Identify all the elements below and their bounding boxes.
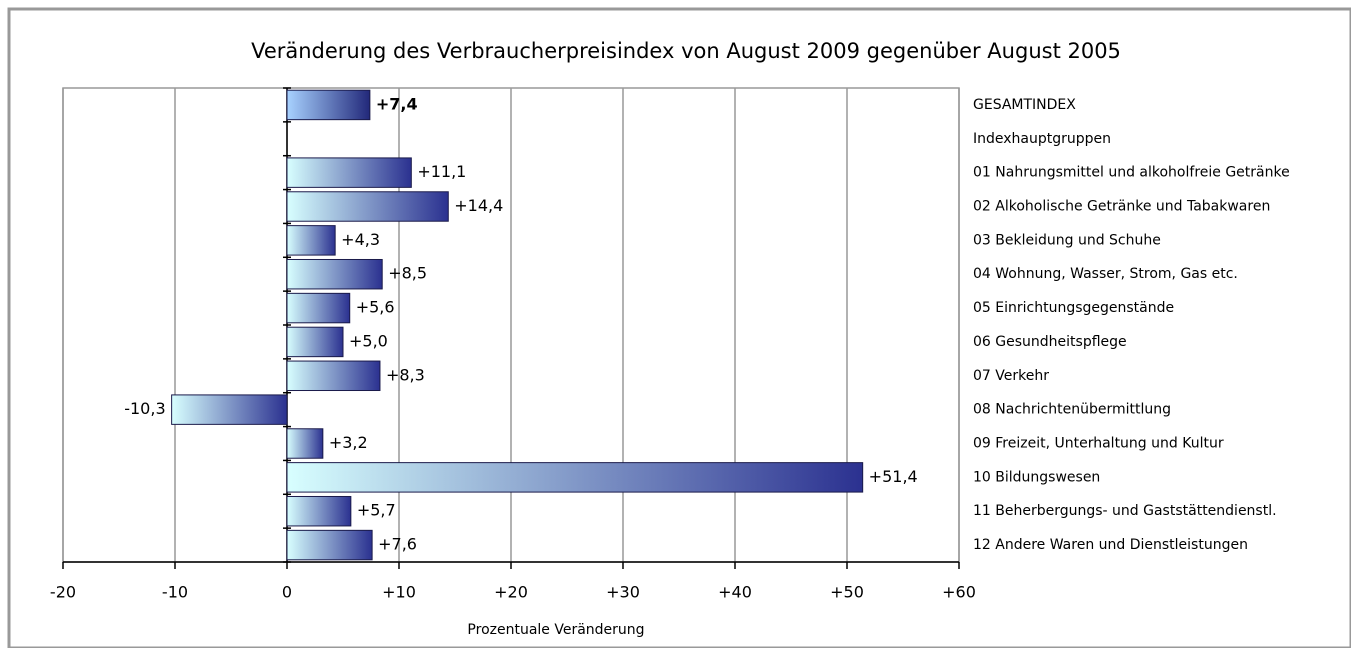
x-tick-label: +60 (942, 583, 976, 602)
x-tick-label: +20 (494, 583, 528, 602)
x-tick-label: +10 (382, 583, 416, 602)
chart-title: Veränderung des Verbraucherpreisindex vo… (251, 39, 1121, 63)
category-label: 04 Wohnung, Wasser, Strom, Gas etc. (973, 266, 1238, 282)
data-label: +5,0 (349, 331, 388, 350)
data-label: +14,4 (454, 196, 503, 215)
data-label: -10,3 (124, 399, 165, 418)
data-label: +5,6 (356, 298, 395, 317)
bar (171, 394, 288, 425)
category-label: Indexhauptgruppen (973, 131, 1111, 147)
bar (286, 326, 344, 358)
x-tick-label: 0 (282, 583, 292, 602)
data-label: +11,1 (417, 162, 466, 181)
bar (286, 89, 371, 121)
bar (286, 191, 449, 222)
category-label: GESAMTINDEX (973, 97, 1076, 113)
bar (286, 529, 373, 561)
category-label: 07 Verkehr (973, 368, 1049, 384)
x-tick-label: +50 (830, 583, 864, 602)
category-label: 09 Freizeit, Unterhaltung und Kultur (973, 436, 1224, 452)
bar (286, 292, 351, 324)
category-label: 12 Andere Waren und Dienstleistungen (973, 537, 1248, 553)
x-tick-label: -10 (162, 583, 188, 602)
bar (286, 157, 412, 188)
x-axis-label: Prozentuale Veränderung (467, 622, 644, 638)
bar (286, 495, 352, 527)
bar (286, 225, 336, 256)
x-tick-label: +40 (718, 583, 752, 602)
bar (286, 428, 324, 459)
frame (7, 7, 1351, 648)
category-label: 11 Beherbergungs- und Gaststättendienstl… (973, 503, 1277, 519)
category-label: 03 Bekleidung und Schuhe (973, 232, 1161, 248)
data-label: +7,4 (376, 94, 418, 113)
data-label: +5,7 (357, 501, 396, 520)
category-label: 08 Nachrichtenübermittlung (973, 402, 1171, 418)
bar (286, 258, 383, 290)
category-label: 05 Einrichtungsgegenstände (973, 300, 1174, 316)
category-label: 02 Alkoholische Getränke und Tabakwaren (973, 199, 1270, 215)
category-label: 10 Bildungswesen (973, 469, 1100, 485)
category-label: 06 Gesundheitspflege (973, 334, 1127, 350)
data-label: +4,3 (341, 230, 380, 249)
data-label: +3,2 (329, 433, 368, 452)
data-label: +8,5 (388, 264, 427, 283)
data-label: +8,3 (386, 365, 425, 384)
category-label: 01 Nahrungsmittel und alkoholfreie Geträ… (973, 165, 1290, 181)
x-tick-label: -20 (50, 583, 76, 602)
bar (286, 462, 864, 493)
data-label: +51,4 (869, 467, 918, 486)
data-label: +7,6 (378, 535, 417, 554)
bar (286, 360, 381, 392)
x-tick-label: +30 (606, 583, 640, 602)
